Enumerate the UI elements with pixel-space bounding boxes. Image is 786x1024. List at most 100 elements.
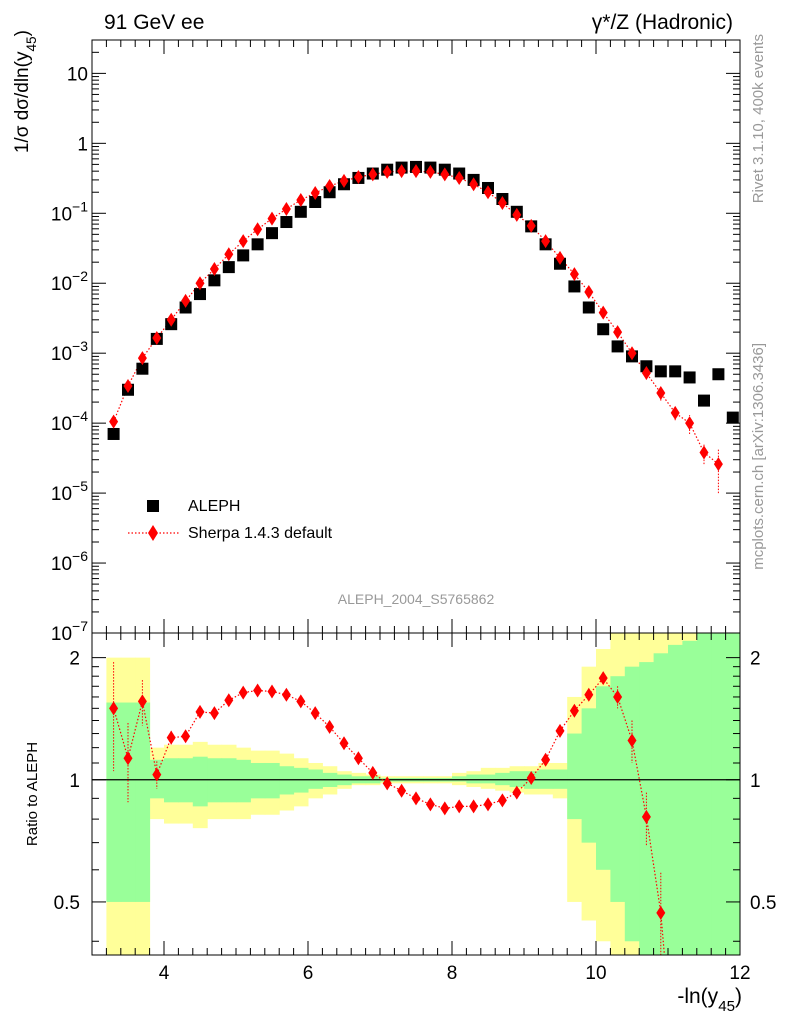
- ratio-ytick-label: 0.5: [54, 893, 80, 914]
- ratio-mc-point: [195, 704, 205, 719]
- mc-line: [113, 170, 719, 465]
- mc-point: [238, 234, 248, 249]
- ratio-mc-point: [555, 723, 565, 738]
- aleph-point: [208, 274, 221, 287]
- ratio-mc-point: [296, 694, 306, 709]
- band-inner: [308, 769, 323, 789]
- band-inner: [624, 666, 640, 942]
- mc-point: [181, 293, 191, 308]
- mc-point: [613, 325, 623, 340]
- legend-label-mc: Sherpa 1.4.3 default: [188, 525, 333, 542]
- aleph-point: [294, 205, 307, 218]
- main-ytick-label: 10−1: [51, 198, 88, 225]
- main-ytick-label: 10−2: [51, 268, 88, 295]
- aleph-point: [582, 301, 595, 314]
- mc-point: [267, 211, 277, 226]
- ratio-mc-points: [109, 671, 666, 920]
- band-inner: [236, 759, 251, 803]
- xtick-label: 10: [585, 963, 606, 984]
- main-ytick-label: 10−3: [51, 338, 88, 365]
- legend-label-aleph: ALEPH: [188, 498, 240, 515]
- mc-points: [109, 164, 723, 472]
- ratio-mc-point: [641, 809, 651, 824]
- xtick-label: 4: [159, 963, 170, 984]
- main-ticks: 10 1 10−1 10−2 10−3 10−4 10−5 10−6 10−7: [51, 39, 741, 645]
- x-axis-label: -ln(y45): [677, 985, 742, 1015]
- ratio-mc-point: [397, 783, 407, 798]
- mc-point: [339, 173, 349, 188]
- aleph-point: [611, 340, 624, 353]
- mc-point: [325, 179, 335, 194]
- mc-point: [469, 177, 479, 192]
- mc-point: [152, 330, 162, 345]
- mc-point: [123, 378, 133, 393]
- uncertainty-bands: [106, 633, 741, 955]
- band-inner: [192, 756, 208, 807]
- ratio-mc-point: [238, 685, 248, 700]
- mc-point: [440, 167, 450, 182]
- mc-point: [281, 202, 291, 217]
- ratio-mc-point: [454, 799, 464, 814]
- xtick-label: 6: [303, 963, 314, 984]
- band-inner: [610, 676, 626, 902]
- ratio-panel: 2 2 1 1 0.5 0.5 4 6 8 10 12 Ratio to ALEPH -ln(y45…: [24, 632, 776, 1015]
- main-ytick-label: 1: [77, 134, 88, 155]
- mc-point: [526, 218, 536, 233]
- ratio-mc-point: [627, 733, 637, 748]
- ratio-mc-point: [209, 706, 219, 721]
- ratio-mc-point: [440, 801, 450, 816]
- mc-point: [541, 234, 551, 249]
- ratio-mc-point: [137, 694, 147, 709]
- main-ytick-label: 10−4: [51, 408, 88, 435]
- ratio-mc-point: [253, 683, 263, 698]
- main-ylabel: 1/σ dσ/dln(y45): [12, 30, 39, 153]
- mc-point: [195, 276, 205, 291]
- mc-point: [253, 222, 263, 237]
- mc-error-bars: [113, 171, 719, 494]
- band-inner: [696, 633, 712, 955]
- analysis-label: ALEPH_2004_S5765862: [338, 591, 495, 607]
- ratio-mc-point: [469, 799, 479, 814]
- band-inner: [466, 774, 482, 784]
- mc-point: [584, 284, 594, 299]
- main-ylabel-text: 1/σ dσ/dln(y45): [12, 30, 39, 153]
- mc-point: [353, 170, 363, 185]
- band-inner: [135, 702, 151, 902]
- aleph-point: [309, 195, 322, 208]
- mc-point: [685, 416, 695, 431]
- ratio-mc-point: [353, 751, 363, 766]
- ratio-mc-point: [497, 793, 507, 808]
- mc-point: [137, 351, 147, 366]
- mc-point: [425, 164, 435, 179]
- aleph-point: [266, 227, 278, 240]
- ratio-mc-point: [569, 703, 579, 718]
- aleph-point: [194, 288, 206, 301]
- band-inner: [480, 774, 496, 784]
- mc-curve: [113, 170, 719, 465]
- ratio-ytick-label-right: 2: [750, 649, 761, 670]
- mc-point: [699, 445, 709, 460]
- band-inner: [581, 708, 597, 843]
- ratio-mc-line: [113, 677, 665, 956]
- aleph-point: [107, 427, 120, 440]
- ratio-ytick-label-right: 0.5: [750, 893, 776, 914]
- mc-point: [656, 385, 666, 400]
- band-inner: [452, 776, 467, 782]
- xtick-label: 12: [729, 963, 750, 984]
- aleph-point: [698, 394, 710, 407]
- ratio-mc-point: [425, 797, 435, 812]
- mc-point: [641, 366, 651, 381]
- xtick-label: 8: [447, 963, 458, 984]
- band-inner: [106, 702, 122, 902]
- mc-point: [670, 405, 680, 420]
- band-inner: [264, 762, 280, 799]
- mc-point: [397, 164, 407, 179]
- rivet-label: Rivet 3.1.10, 400k events: [750, 34, 767, 203]
- mc-point: [109, 414, 119, 429]
- aleph-point: [136, 362, 149, 375]
- title-left: 91 GeV ee: [104, 11, 204, 34]
- ratio-mc-point: [123, 751, 133, 766]
- main-panel: 10 1 10−1 10−2 10−3 10−4 10−5 10−6 10−7 1/σ dσ/d…: [12, 30, 741, 645]
- band-inner: [509, 771, 525, 787]
- band-inner: [596, 686, 611, 870]
